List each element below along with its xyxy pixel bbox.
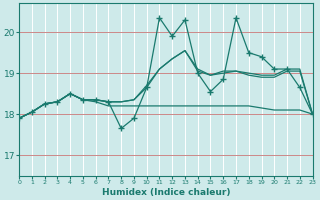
- X-axis label: Humidex (Indice chaleur): Humidex (Indice chaleur): [101, 188, 230, 197]
